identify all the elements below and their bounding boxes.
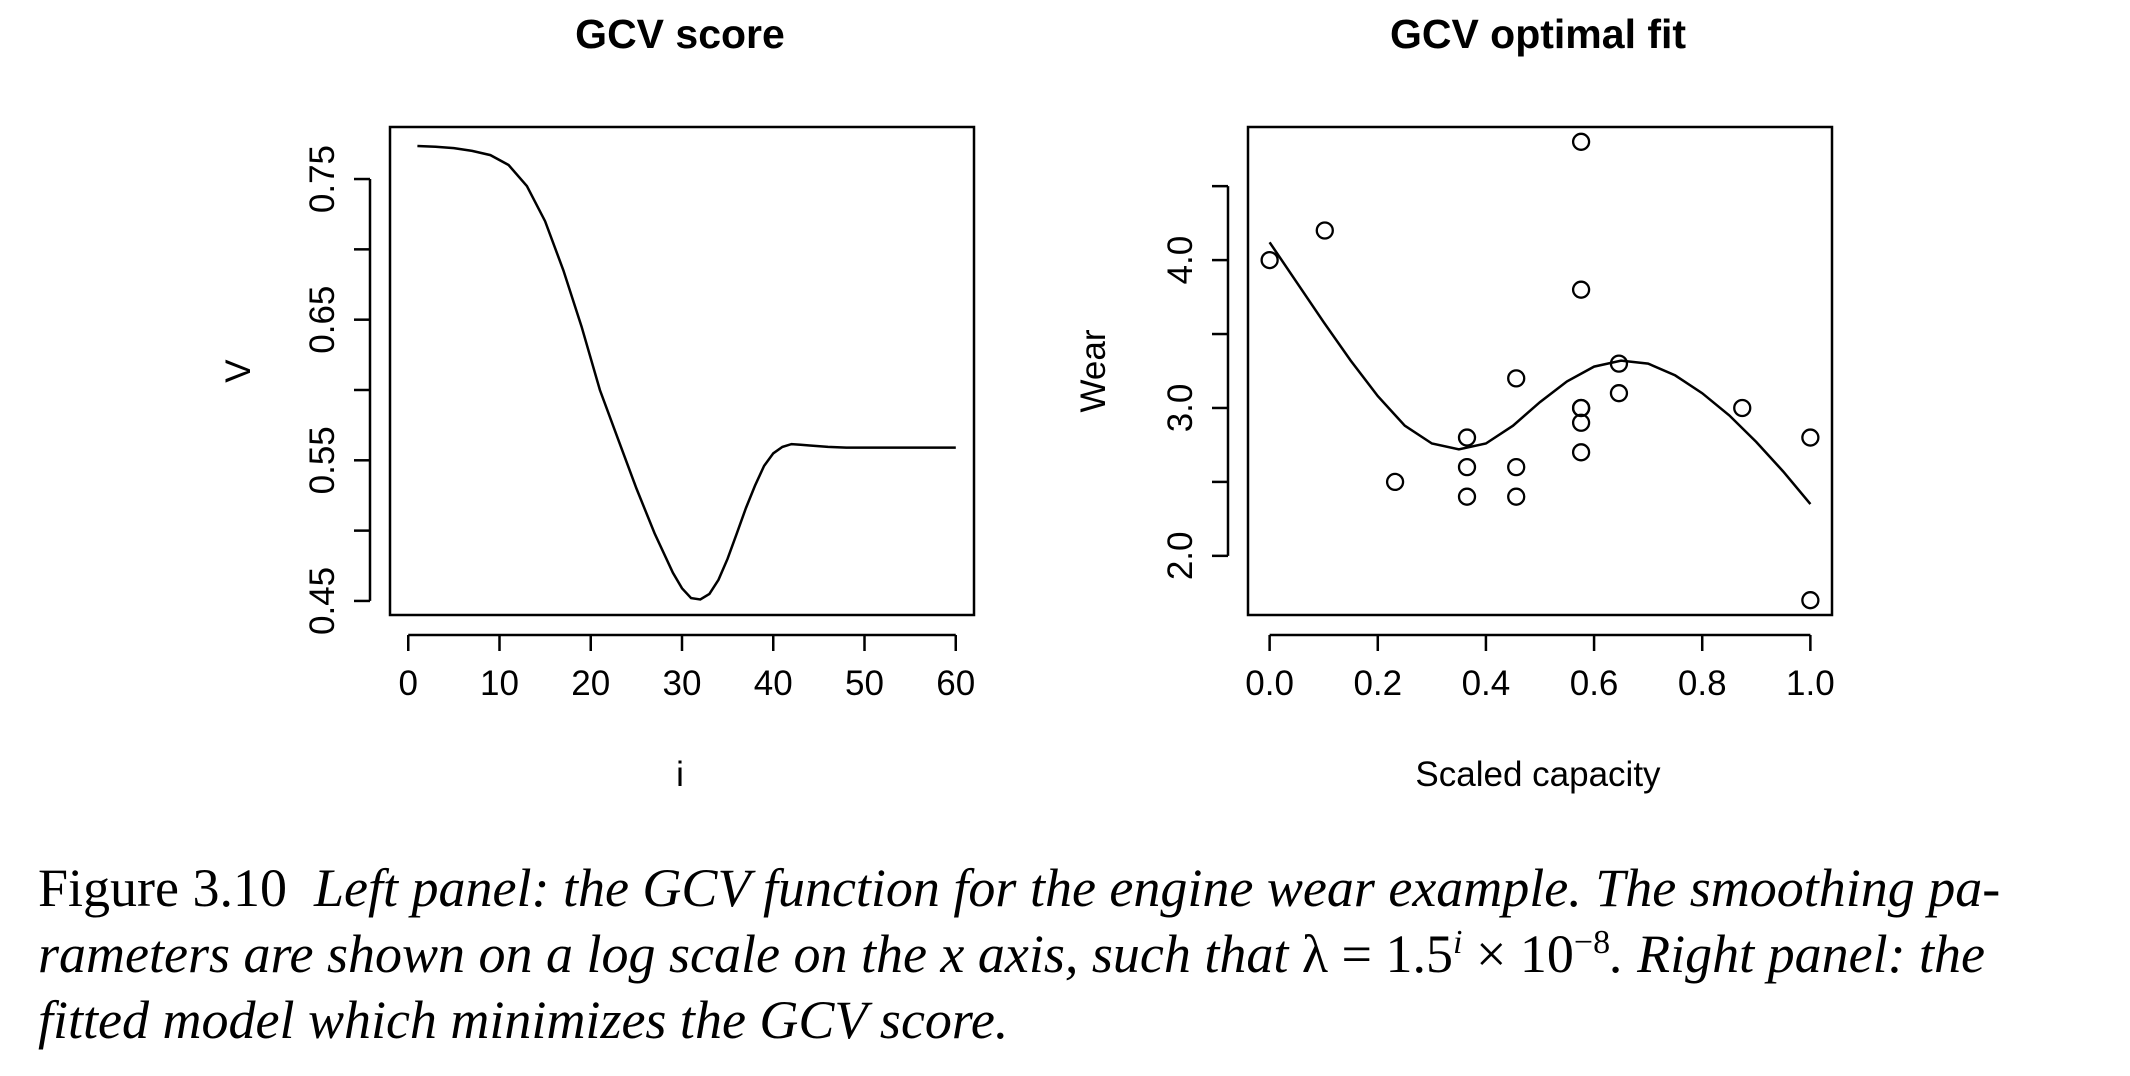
x-tick-label: 60 [936, 664, 975, 703]
left-plot-frame [388, 125, 976, 617]
x-tick-label: 20 [571, 664, 610, 703]
data-point [1315, 221, 1334, 240]
left-panel-title: GCV score [575, 11, 785, 57]
y-tick-label: 0.75 [303, 145, 342, 213]
data-point [1507, 487, 1526, 506]
data-point [1507, 369, 1526, 388]
caption-math-lambda: λ = 1.5 [1301, 924, 1453, 984]
caption-math-exp-neg8: −8 [1573, 924, 1611, 961]
fitted-curve [1268, 241, 1812, 505]
x-tick-label: 0.0 [1245, 664, 1294, 703]
x-tick-label: 0.6 [1570, 664, 1619, 703]
gcv-curve [417, 144, 956, 601]
y-tick-label: 0.65 [303, 286, 342, 354]
y-tick-label: 4.0 [1161, 236, 1200, 285]
data-point [1571, 398, 1591, 418]
figure-caption: Figure 3.10 Left panel: the GCV function… [38, 855, 2093, 1053]
x-tick-label: 0.2 [1353, 664, 1402, 703]
data-point [1571, 443, 1591, 462]
data-point [1801, 591, 1820, 610]
y-tick-label: 3.0 [1161, 384, 1200, 433]
caption-label: Figure 3.10 [38, 858, 287, 918]
caption-math-times: × 10 [1462, 924, 1574, 984]
data-point [1609, 384, 1629, 403]
x-tick-label: 1.0 [1786, 664, 1835, 703]
data-point [1733, 398, 1752, 418]
right-y-label: Wear [1074, 329, 1113, 412]
data-point [1457, 487, 1477, 506]
x-tick-label: 0 [399, 664, 418, 703]
right-plot-frame [1246, 125, 1834, 617]
x-tick-label: 0.8 [1678, 664, 1727, 703]
caption-text-part1: Left panel: the GCV function for the eng… [38, 858, 2001, 984]
data-point [1571, 132, 1591, 151]
caption-math-exp-i: i [1453, 924, 1463, 961]
data-points [1260, 132, 1820, 610]
data-point [1609, 354, 1629, 373]
left-x-label: i [676, 755, 684, 794]
left-x-axis: 0 10 20 30 40 50 60 [399, 633, 975, 703]
gcv-score-panel: GCV score 0 10 20 30 40 50 60 0.45 0.55 0.65 0.75… [219, 11, 976, 794]
caption-text-part2: . Right panel: the fitted model which mi… [38, 924, 1986, 1050]
right-x-axis: 0.0 0.2 0.4 0.6 0.8 1.0 [1245, 633, 1835, 703]
y-tick-label: 0.55 [303, 426, 342, 494]
data-point [1457, 428, 1477, 447]
right-x-label: Scaled capacity [1415, 755, 1661, 794]
y-tick-label: 2.0 [1161, 532, 1200, 581]
x-tick-label: 10 [480, 664, 519, 703]
data-point [1457, 457, 1477, 477]
data-point [1507, 457, 1526, 477]
data-point [1385, 472, 1405, 492]
x-tick-label: 40 [754, 664, 793, 703]
right-y-axis: 2.0 3.0 4.0 [1161, 184, 1230, 581]
data-point [1571, 280, 1591, 299]
x-tick-label: 0.4 [1462, 664, 1511, 703]
right-panel-title: GCV optimal fit [1390, 11, 1686, 57]
left-y-label: V [219, 359, 258, 383]
data-point [1801, 428, 1820, 447]
x-tick-label: 30 [663, 664, 702, 703]
y-tick-label: 0.45 [303, 567, 342, 635]
x-tick-label: 50 [845, 664, 884, 703]
data-point [1571, 413, 1591, 432]
left-y-axis: 0.45 0.55 0.65 0.75 [303, 145, 372, 635]
gcv-optimal-fit-panel: GCV optimal fit 0.0 0.2 0.4 0.6 0.8 1.0 2.0 3.… [1074, 11, 1835, 794]
figure: GCV score 0 10 20 30 40 50 60 0.45 0.55 0.65 0.75… [219, 11, 1835, 794]
data-point [1260, 250, 1279, 270]
